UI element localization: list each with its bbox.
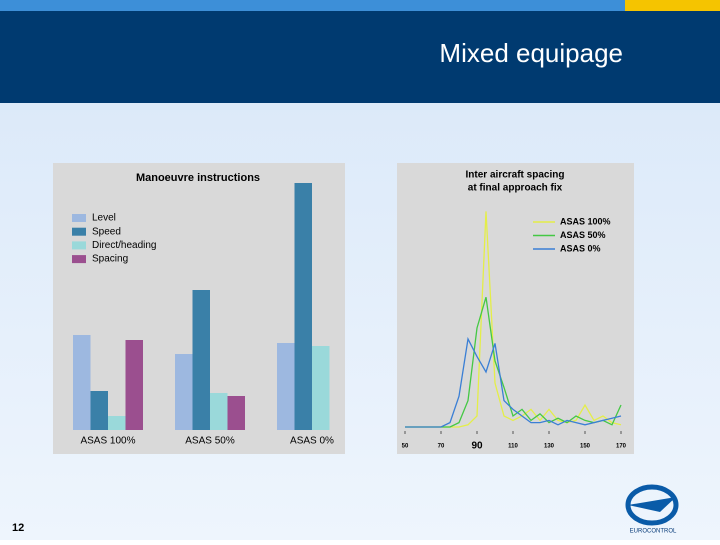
x-tick-label: 70 [438,444,445,450]
logo-wing [628,497,676,512]
x-tick-label: ASAS 0% [290,436,334,447]
x-tick-label: ASAS 50% [185,436,235,447]
bar [108,416,126,430]
x-tick-label: 170 [616,444,627,450]
x-tick-label: 110 [508,444,518,450]
legend-label: Spacing [92,254,128,265]
bar [277,343,295,430]
x-tick-label: 90 [471,441,483,452]
bar [175,354,193,430]
legend-label: ASAS 0% [560,243,601,253]
top-accent [625,0,720,11]
legend-swatch [72,241,86,250]
bar [294,183,312,430]
bar [73,335,91,430]
chart-title: Manoeuvre instructions [136,172,260,184]
bar [227,396,245,430]
page-number: 12 [12,522,24,534]
x-tick-label: 150 [580,444,591,450]
bar [210,393,228,430]
logo-text: EUROCONTROL [630,529,677,535]
bar [192,290,210,430]
legend-label: Level [92,213,116,224]
chart-title: Inter aircraft spacing [466,170,565,181]
bar [312,346,330,430]
chart-panel [397,163,634,454]
legend-swatch [72,227,86,236]
line-series [405,336,622,428]
top-stripe [0,0,720,11]
slide-title: Mixed equipage [439,38,623,68]
x-tick-label: 130 [544,444,555,450]
legend-label: Speed [92,226,121,237]
chart-title: at final approach fix [468,183,563,194]
legend-label: Direct/heading [92,240,156,251]
legend-swatch [72,255,86,264]
x-tick-label: 50 [402,444,409,450]
logo: EUROCONTROL [625,484,679,535]
legend-label: ASAS 50% [560,230,606,240]
bar [125,340,143,430]
x-tick-label: ASAS 100% [80,436,135,447]
bar [90,391,108,430]
legend-label: ASAS 100% [560,216,611,226]
header-band [0,11,720,103]
legend-swatch [72,214,86,222]
